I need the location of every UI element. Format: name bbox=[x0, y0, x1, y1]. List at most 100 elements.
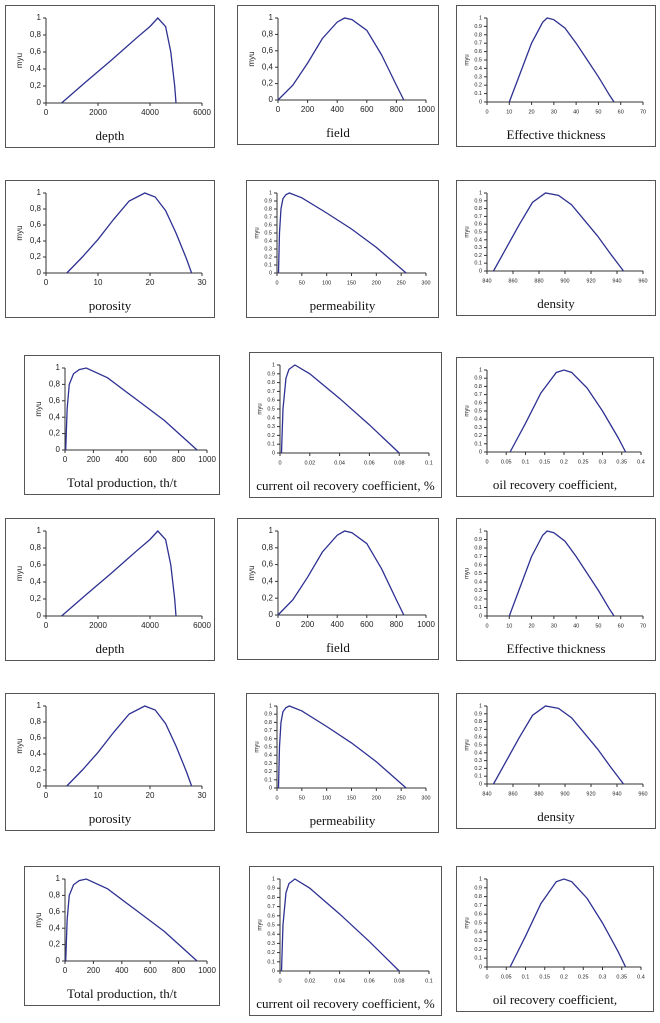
y-axis-label: myu bbox=[465, 54, 471, 65]
chart-panel: 0 0.1 0.2 0.3 0.4 0.5 0.6 0.7 0.8 0.9 1 0 50 100 150 20… bbox=[246, 180, 439, 318]
y-tick-label: 0.8 bbox=[474, 206, 482, 212]
y-tick-label: 0.6 bbox=[474, 912, 482, 918]
x-axis-label: permeability bbox=[309, 813, 376, 828]
x-tick-label: 900 bbox=[560, 278, 569, 284]
x-tick-label: 800 bbox=[172, 966, 186, 975]
membership-curve bbox=[66, 192, 193, 274]
membership-curve bbox=[280, 878, 400, 972]
y-tick-label: 0.1 bbox=[264, 262, 272, 268]
x-axis-label: Effective thickness bbox=[506, 641, 606, 656]
y-tick-label: 0,8 bbox=[262, 30, 274, 39]
y-tick-label: 0 bbox=[37, 98, 42, 107]
x-tick-label: 400 bbox=[331, 105, 345, 114]
x-tick-label: 0.06 bbox=[364, 978, 375, 984]
y-tick-label: 0 bbox=[269, 95, 274, 104]
x-tick-label: 0.1 bbox=[425, 460, 433, 466]
x-tick-label: 900 bbox=[560, 791, 569, 797]
x-tick-label: 200 bbox=[87, 966, 101, 975]
y-tick-label: 0,8 bbox=[49, 380, 61, 389]
membership-curve bbox=[277, 705, 407, 789]
membership-curve bbox=[61, 530, 177, 617]
y-tick-label: 0.2 bbox=[474, 253, 482, 259]
y-axis-label: myu bbox=[255, 741, 261, 752]
x-tick-label: 0.05 bbox=[501, 974, 512, 980]
x-tick-label: 880 bbox=[534, 791, 543, 797]
x-tick-label: 0.4 bbox=[637, 974, 645, 980]
chart-panel: 0 0,2 0,4 0,6 0,8 1 0 200 400 600 800 1000 myu field bbox=[237, 5, 439, 145]
y-tick-label: 0.5 bbox=[264, 744, 272, 750]
x-tick-label: 860 bbox=[508, 278, 517, 284]
y-tick-label: 0.4 bbox=[474, 750, 482, 756]
y-axis-label: myu bbox=[465, 739, 471, 750]
x-tick-label: 940 bbox=[612, 278, 621, 284]
x-axis-label: porosity bbox=[88, 298, 132, 313]
y-tick-label: 0.2 bbox=[474, 596, 482, 602]
y-tick-label: 1 bbox=[479, 190, 482, 196]
chart-panel: 0 0,2 0,4 0,6 0,8 1 0 200 400 600 800 1000 myu field bbox=[237, 518, 439, 660]
y-tick-label: 0,6 bbox=[30, 220, 42, 229]
y-tick-label: 0,6 bbox=[262, 46, 274, 55]
y-tick-label: 0.5 bbox=[474, 571, 482, 577]
x-tick-label: 6000 bbox=[193, 621, 211, 630]
x-axis-label: porosity bbox=[88, 811, 132, 826]
x-axis-label: Effective thickness bbox=[506, 127, 606, 142]
y-tick-label: 0,8 bbox=[30, 543, 42, 552]
x-tick-label: 0 bbox=[44, 621, 49, 630]
chart: 0 0.1 0.2 0.3 0.4 0.5 0.6 0.7 0.8 0.9 1 0 0.02 0.04 0.… bbox=[258, 876, 433, 984]
membership-curve bbox=[280, 364, 400, 454]
x-tick-label: 50 bbox=[595, 623, 601, 629]
x-tick-label: 0.2 bbox=[560, 974, 568, 980]
x-tick-label: 0.05 bbox=[501, 459, 512, 465]
y-tick-label: 0.6 bbox=[267, 398, 275, 404]
x-tick-label: 0.35 bbox=[616, 974, 627, 980]
y-tick-label: 0,2 bbox=[30, 252, 42, 261]
membership-curve bbox=[277, 192, 407, 274]
y-tick-label: 0 bbox=[269, 785, 272, 791]
y-tick-label: 0 bbox=[479, 613, 482, 619]
x-tick-label: 0 bbox=[278, 460, 281, 466]
y-tick-label: 1 bbox=[479, 528, 482, 534]
y-tick-label: 0,4 bbox=[262, 577, 274, 586]
x-tick-label: 800 bbox=[390, 620, 404, 629]
x-axis-label: oil recovery coefficient, bbox=[492, 992, 618, 1007]
y-tick-label: 0.7 bbox=[264, 214, 272, 220]
x-tick-label: 0 bbox=[485, 109, 488, 115]
x-tick-label: 40 bbox=[573, 623, 579, 629]
x-axis-label: depth bbox=[95, 128, 125, 143]
y-tick-label: 0,8 bbox=[30, 204, 42, 213]
x-tick-label: 0.1 bbox=[522, 459, 530, 465]
x-tick-label: 200 bbox=[301, 105, 315, 114]
y-tick-label: 0.8 bbox=[474, 32, 482, 38]
y-tick-label: 0.3 bbox=[474, 74, 482, 80]
y-tick-label: 0.3 bbox=[474, 245, 482, 251]
y-tick-label: 0.7 bbox=[474, 214, 482, 220]
y-tick-label: 0.2 bbox=[474, 433, 482, 439]
x-tick-label: 10 bbox=[506, 623, 512, 629]
chart-panel: 0 0.1 0.2 0.3 0.4 0.5 0.6 0.7 0.8 0.9 1 0 10 20 30 40 50… bbox=[456, 5, 656, 147]
y-tick-label: 0.3 bbox=[264, 761, 272, 767]
chart-panel: 0 0.1 0.2 0.3 0.4 0.5 0.6 0.7 0.8 0.9 1 0 10 20 30 40 50… bbox=[456, 518, 656, 661]
y-tick-label: 0.9 bbox=[474, 711, 482, 717]
y-tick-label: 0.8 bbox=[474, 384, 482, 390]
y-tick-label: 0,4 bbox=[49, 412, 61, 421]
x-tick-label: 0 bbox=[276, 105, 281, 114]
x-tick-label: 0.08 bbox=[394, 978, 405, 984]
x-tick-label: 2000 bbox=[89, 108, 107, 117]
x-tick-label: 960 bbox=[638, 791, 647, 797]
y-tick-label: 0,4 bbox=[30, 236, 42, 245]
y-tick-label: 0.5 bbox=[474, 408, 482, 414]
x-tick-label: 6000 bbox=[193, 108, 211, 117]
x-tick-label: 70 bbox=[640, 623, 646, 629]
y-tick-label: 0 bbox=[56, 956, 61, 965]
y-tick-label: 0,8 bbox=[49, 891, 61, 900]
x-tick-label: 0 bbox=[276, 620, 281, 629]
x-tick-label: 10 bbox=[94, 791, 103, 800]
membership-curve bbox=[508, 17, 615, 103]
x-tick-label: 400 bbox=[115, 455, 129, 464]
chart: 0 0.1 0.2 0.3 0.4 0.5 0.6 0.7 0.8 0.9 1 0 0.02 0.04 0.… bbox=[258, 362, 433, 466]
y-tick-label: 0.9 bbox=[267, 886, 275, 892]
x-tick-label: 10 bbox=[506, 109, 512, 115]
chart-panel: 0 0.1 0.2 0.3 0.4 0.5 0.6 0.7 0.8 0.9 1 0 0.02 0.04 0.… bbox=[249, 352, 442, 498]
y-tick-label: 0.9 bbox=[474, 537, 482, 543]
y-tick-label: 0,8 bbox=[262, 543, 274, 552]
